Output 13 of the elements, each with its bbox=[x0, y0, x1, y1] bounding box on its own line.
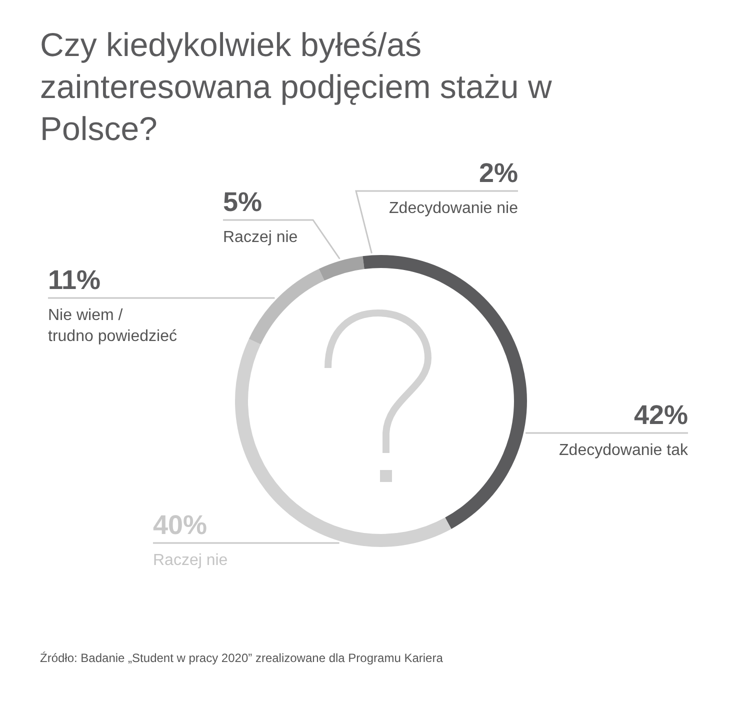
text: Źródło: Badanie „Student w pracy 2020” zrealizowane dla Programu Kariera bbox=[40, 651, 444, 665]
data-label: 11% bbox=[48, 265, 101, 295]
data-label: 5% bbox=[223, 187, 262, 217]
data-label: 2% bbox=[478, 158, 518, 188]
chart-title: Czy kiedykolwiek byłeś/aś zainteresowana podjęciem stażu w Polsce? bbox=[40, 26, 552, 147]
slice-label: Zdecydowanie tak bbox=[559, 442, 689, 459]
slice-label: Raczej nie bbox=[223, 229, 298, 246]
slice-label: Nie wiem / trudno powiedzieć bbox=[48, 307, 177, 345]
donut-slice bbox=[248, 268, 324, 344]
data-label: 42% bbox=[634, 400, 688, 430]
slice-label: Zdecydowanie nie bbox=[389, 200, 518, 217]
slice-label: Raczej nie bbox=[153, 552, 228, 569]
donut-slice bbox=[318, 256, 364, 281]
